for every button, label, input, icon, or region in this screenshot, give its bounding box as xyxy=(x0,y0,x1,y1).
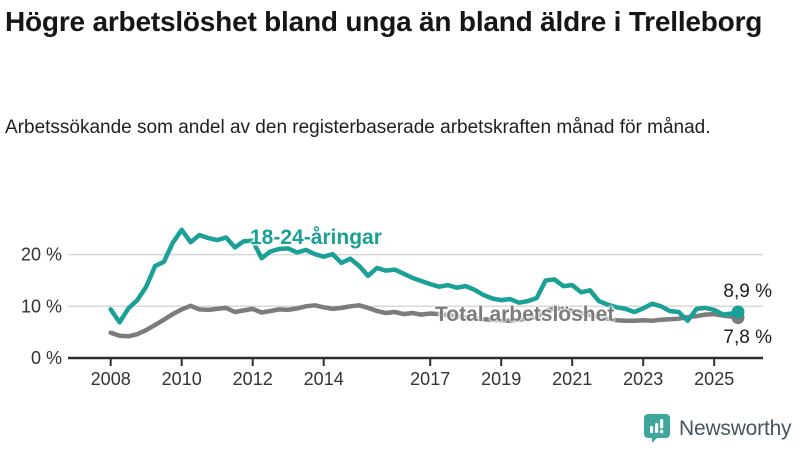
series-label-youth: 18-24-åringar xyxy=(250,226,382,249)
series-line xyxy=(108,227,741,325)
x-axis-tick-label: 2023 xyxy=(623,369,663,389)
newsworthy-brand: Newsworthy xyxy=(644,414,792,443)
y-axis-tick-label: 20 % xyxy=(21,245,62,265)
series-end-dot xyxy=(731,305,745,319)
brand-name: Newsworthy xyxy=(679,416,792,440)
unemployment-line-chart: 0 % 10 % 20 % 2008 2010 2012 2014 2017 2019 2021 2… xyxy=(21,227,763,389)
x-axis-tick-label: 2008 xyxy=(91,369,131,389)
series-label-total: Total arbetslöshet xyxy=(435,303,615,326)
x-axis-tick-label: 2021 xyxy=(552,369,592,389)
x-axis-tick-label: 2012 xyxy=(233,369,273,389)
end-value-youth: 8,9 % xyxy=(723,281,772,302)
x-axis-tick-label: 2025 xyxy=(694,369,734,389)
chart-subtitle: Arbetssökande som andel av den registerb… xyxy=(5,117,711,138)
x-axis-tick-label: 2017 xyxy=(410,369,450,389)
y-axis-tick-label: 10 % xyxy=(21,296,62,316)
end-value-total: 7,8 % xyxy=(723,327,772,348)
x-axis-tick-label: 2010 xyxy=(162,369,202,389)
series-line xyxy=(108,303,741,339)
y-axis-tick-label: 0 % xyxy=(31,348,62,368)
page-title: Högre arbetslöshet bland unga än bland ä… xyxy=(5,6,763,37)
newsworthy-logo-icon xyxy=(644,414,670,443)
x-axis-tick-label: 2019 xyxy=(481,369,521,389)
x-axis-tick-label: 2014 xyxy=(304,369,344,389)
